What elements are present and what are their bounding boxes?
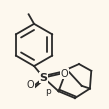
Text: O: O — [27, 80, 34, 90]
Text: O: O — [61, 69, 69, 79]
Text: S: S — [40, 73, 48, 83]
Text: p: p — [45, 87, 51, 96]
